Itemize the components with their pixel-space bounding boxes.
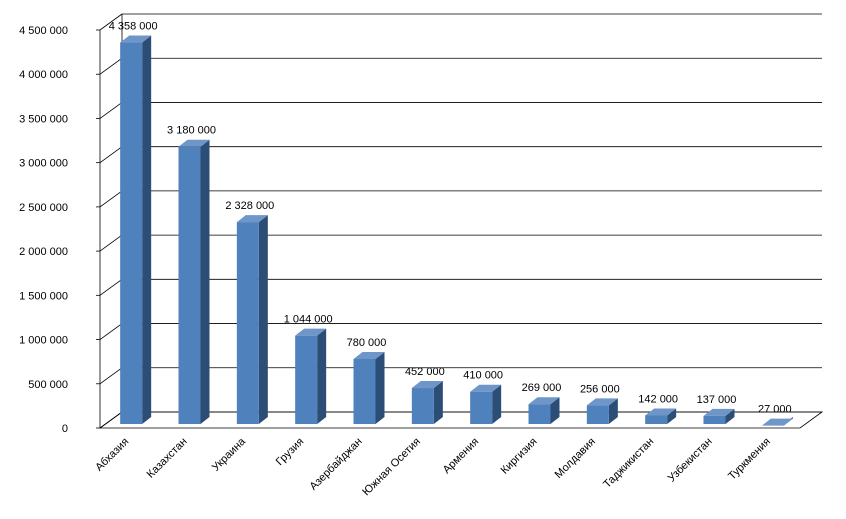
bar-top — [353, 352, 385, 360]
bar — [470, 384, 502, 424]
bar-side — [667, 408, 677, 424]
y-tick-label: 4 000 000 — [19, 69, 68, 81]
data-label: 269 000 — [522, 382, 562, 394]
data-labels: 4 358 000 3 180 000 2 328 000 1 044 000 780 … — [109, 21, 792, 416]
bar-side — [317, 328, 327, 424]
bar — [178, 139, 210, 424]
bar-side — [433, 381, 443, 424]
bar-front — [645, 415, 668, 424]
y-tick-labels: 0 500 000 1 000 000 1 500 000 2 000 000 2 500… — [19, 25, 68, 435]
data-label: 27 000 — [758, 404, 792, 416]
bar — [353, 352, 385, 424]
category-label: Армения — [441, 436, 482, 477]
bar-front — [353, 359, 376, 424]
bar-front — [586, 405, 609, 424]
gridline-side — [99, 234, 123, 252]
category-label: Грузия — [274, 436, 307, 469]
bar — [295, 328, 327, 424]
data-label: 3 180 000 — [167, 125, 216, 137]
bar-front — [703, 415, 726, 424]
bar-side — [258, 215, 268, 424]
y-tick-label: 500 000 — [28, 379, 68, 391]
category-label: Туркмения — [726, 436, 773, 483]
gridline-side — [99, 367, 123, 385]
gridline-side — [99, 323, 123, 340]
category-label: Молдавия — [553, 436, 598, 481]
bar-front — [120, 42, 143, 424]
category-label: Южная Осетия — [360, 436, 423, 499]
category-label: Киргизия — [499, 436, 540, 477]
floor — [98, 411, 824, 429]
bar-top — [761, 418, 793, 426]
y-tick-label: 2 500 000 — [19, 202, 68, 214]
bar-top — [645, 408, 677, 416]
x-category-labels: Абхазия Казахстан Украина Грузия Азербайджан… — [93, 435, 773, 498]
bar-top — [470, 384, 502, 392]
gridline-side — [99, 102, 123, 119]
category-label: Украина — [210, 435, 249, 474]
bar-side — [725, 408, 735, 424]
data-label: 452 000 — [405, 366, 445, 378]
bar-side — [492, 384, 502, 424]
bar-top — [295, 328, 327, 336]
data-label: 256 000 — [580, 383, 620, 395]
bar-front — [236, 222, 259, 424]
gridline-side — [99, 190, 123, 208]
y-tick-label: 3 000 000 — [19, 158, 68, 170]
data-label: 780 000 — [347, 337, 387, 349]
data-label: 142 000 — [638, 393, 678, 405]
gridline-side — [99, 57, 123, 75]
bar-top — [236, 215, 268, 223]
bar-side — [550, 397, 560, 424]
bar — [761, 417, 793, 426]
bar — [236, 215, 268, 424]
y-tick-label: 1 500 000 — [19, 290, 68, 302]
category-label: Таджикистан — [601, 436, 656, 491]
data-label: 2 328 000 — [225, 200, 274, 212]
category-label: Абхазия — [93, 436, 131, 474]
data-label: 1 044 000 — [284, 314, 333, 326]
data-label: 4 358 000 — [109, 21, 158, 33]
bar-top — [703, 408, 735, 416]
bar — [120, 35, 152, 424]
bar — [411, 381, 443, 424]
bar — [528, 397, 560, 424]
bar-top — [120, 35, 152, 43]
bar — [703, 408, 735, 424]
gridline-side — [99, 146, 123, 163]
category-label: Казахстан — [145, 436, 190, 481]
bar — [586, 398, 618, 424]
bar-front — [178, 146, 201, 424]
bar-front — [411, 388, 434, 424]
bar-front — [470, 391, 493, 424]
y-tick-label: 0 — [62, 423, 68, 435]
bar-side — [200, 139, 210, 424]
bar — [645, 408, 677, 424]
bar-front — [295, 335, 318, 424]
category-label: Узбекистан — [666, 436, 715, 485]
bar-top — [528, 397, 560, 405]
y-tick-label: 4 500 000 — [19, 25, 68, 37]
bar-top — [586, 398, 618, 406]
bar-top — [411, 381, 443, 389]
gridline-side — [99, 279, 123, 296]
y-tick-label: 2 000 000 — [19, 246, 68, 258]
bars — [120, 35, 793, 426]
bar-side — [608, 398, 618, 424]
bar-side — [142, 35, 152, 424]
category-label: Азербайджан — [308, 436, 365, 493]
gridline-side — [99, 13, 123, 31]
bar-top — [178, 139, 210, 147]
data-label: 410 000 — [463, 370, 503, 382]
data-label: 137 000 — [697, 394, 737, 406]
bar-side — [375, 352, 385, 424]
bar-front — [528, 404, 551, 424]
y-tick-label: 3 500 000 — [19, 113, 68, 125]
y-tick-label: 1 000 000 — [19, 335, 68, 347]
